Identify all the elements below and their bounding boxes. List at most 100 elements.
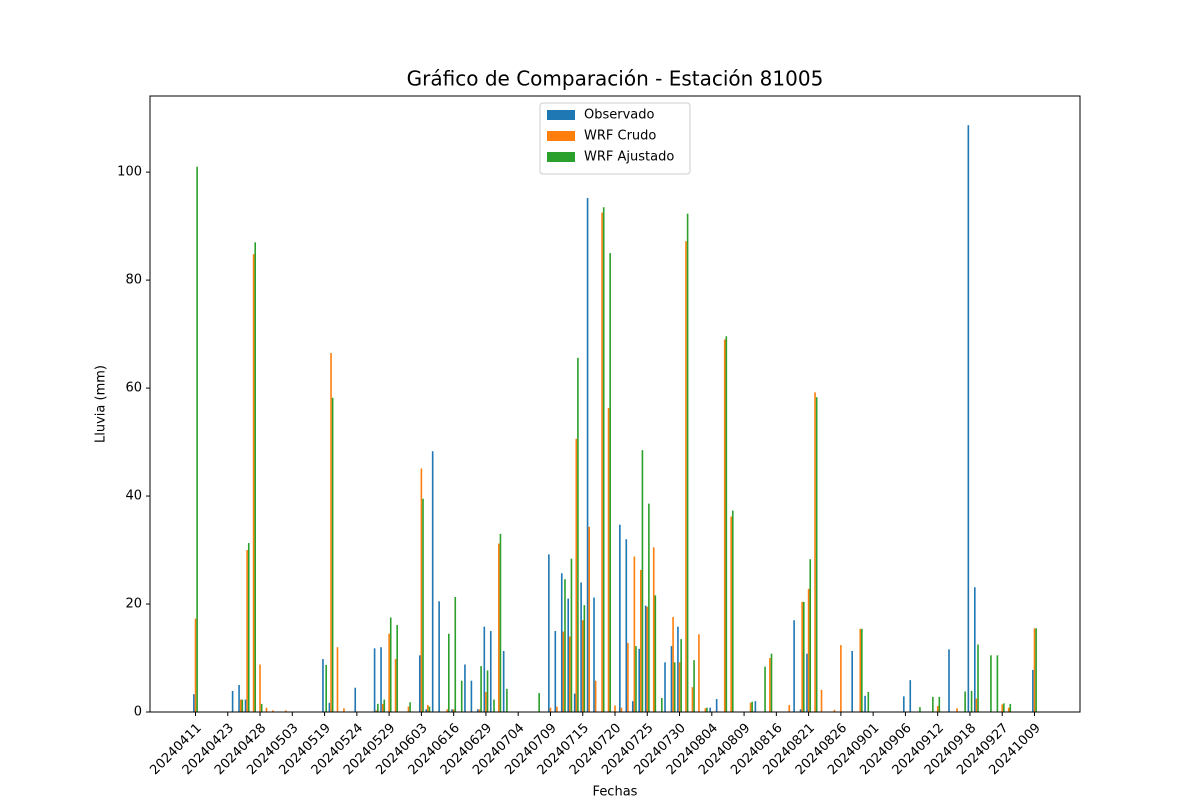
bar [1001, 704, 1004, 712]
bar [948, 649, 950, 712]
bar [331, 397, 334, 712]
bar [670, 646, 673, 712]
y-tick-label: 80 [125, 273, 142, 288]
bar [586, 198, 589, 712]
bar [1032, 669, 1034, 712]
bar [919, 707, 921, 712]
bar [970, 690, 973, 712]
bar [967, 125, 970, 712]
bar [660, 697, 663, 712]
bar [454, 597, 457, 712]
bar [793, 620, 795, 712]
bar [588, 526, 590, 712]
bar [464, 664, 466, 712]
bar [354, 687, 357, 712]
bar [478, 709, 481, 712]
bar [375, 710, 378, 712]
y-axis-label: Lluvia (mm) [94, 365, 109, 443]
bar [973, 587, 976, 712]
bar [567, 598, 570, 712]
bar [764, 666, 766, 712]
bar [807, 588, 810, 712]
bar [260, 703, 263, 712]
bar [788, 704, 791, 712]
bar [252, 254, 255, 712]
bar [936, 706, 939, 712]
bar [644, 605, 647, 712]
bar [486, 670, 489, 712]
bar [562, 631, 565, 712]
bar [861, 628, 863, 712]
bar [477, 709, 479, 712]
bar [594, 680, 597, 712]
bar [840, 645, 842, 712]
bar [483, 626, 486, 712]
bar [556, 706, 558, 712]
bar [614, 705, 616, 712]
bar [731, 510, 734, 712]
bar [996, 655, 999, 712]
bar [343, 708, 345, 712]
bar [493, 699, 495, 712]
bar [480, 666, 482, 712]
bar [673, 662, 676, 712]
chart-title: Gráfico de Comparación - Estación 81005 [407, 67, 824, 91]
bar [446, 709, 449, 712]
bar [652, 547, 655, 712]
legend-swatch [547, 110, 575, 120]
bar [538, 693, 540, 712]
bar [715, 699, 718, 712]
bar [381, 703, 384, 712]
bar [706, 707, 708, 712]
bar [485, 692, 487, 712]
bar [409, 702, 411, 712]
bar [641, 450, 644, 712]
bar [635, 646, 637, 712]
bar [964, 691, 966, 712]
bar [427, 704, 429, 712]
bar [285, 710, 287, 712]
bar [730, 516, 732, 712]
bar [956, 708, 958, 712]
bar [241, 699, 244, 712]
bar [648, 503, 650, 712]
bar [638, 648, 641, 712]
legend-label: WRF Ajustado [584, 150, 674, 165]
bar [809, 559, 812, 712]
bar [625, 539, 628, 712]
bar [977, 644, 979, 712]
bar [247, 543, 250, 712]
bar [932, 696, 934, 712]
bar [377, 703, 379, 712]
bar [336, 647, 339, 712]
bar [691, 687, 694, 712]
bar [975, 698, 978, 712]
bar [620, 707, 623, 712]
bar [498, 543, 500, 712]
plot-frame [149, 95, 1081, 713]
bar [470, 680, 473, 712]
bar [806, 653, 808, 712]
bar [431, 451, 434, 712]
legend-label: WRF Crudo [584, 129, 656, 144]
bar [802, 601, 805, 712]
bar [499, 533, 502, 712]
bar [581, 620, 584, 712]
bar [640, 570, 642, 712]
bar [564, 579, 566, 712]
bar [425, 709, 428, 712]
bar [1009, 703, 1012, 712]
bar [633, 556, 636, 712]
x-axis-label: Fechas [593, 785, 638, 800]
bar [506, 688, 508, 712]
bar [549, 707, 552, 712]
y-tick-label: 0 [134, 705, 142, 720]
bar [1003, 703, 1005, 712]
bar [570, 558, 573, 712]
bar [428, 706, 431, 712]
bar [664, 662, 666, 712]
bar [259, 664, 261, 712]
bar [394, 659, 397, 712]
bar [422, 498, 424, 712]
bar [990, 655, 992, 712]
